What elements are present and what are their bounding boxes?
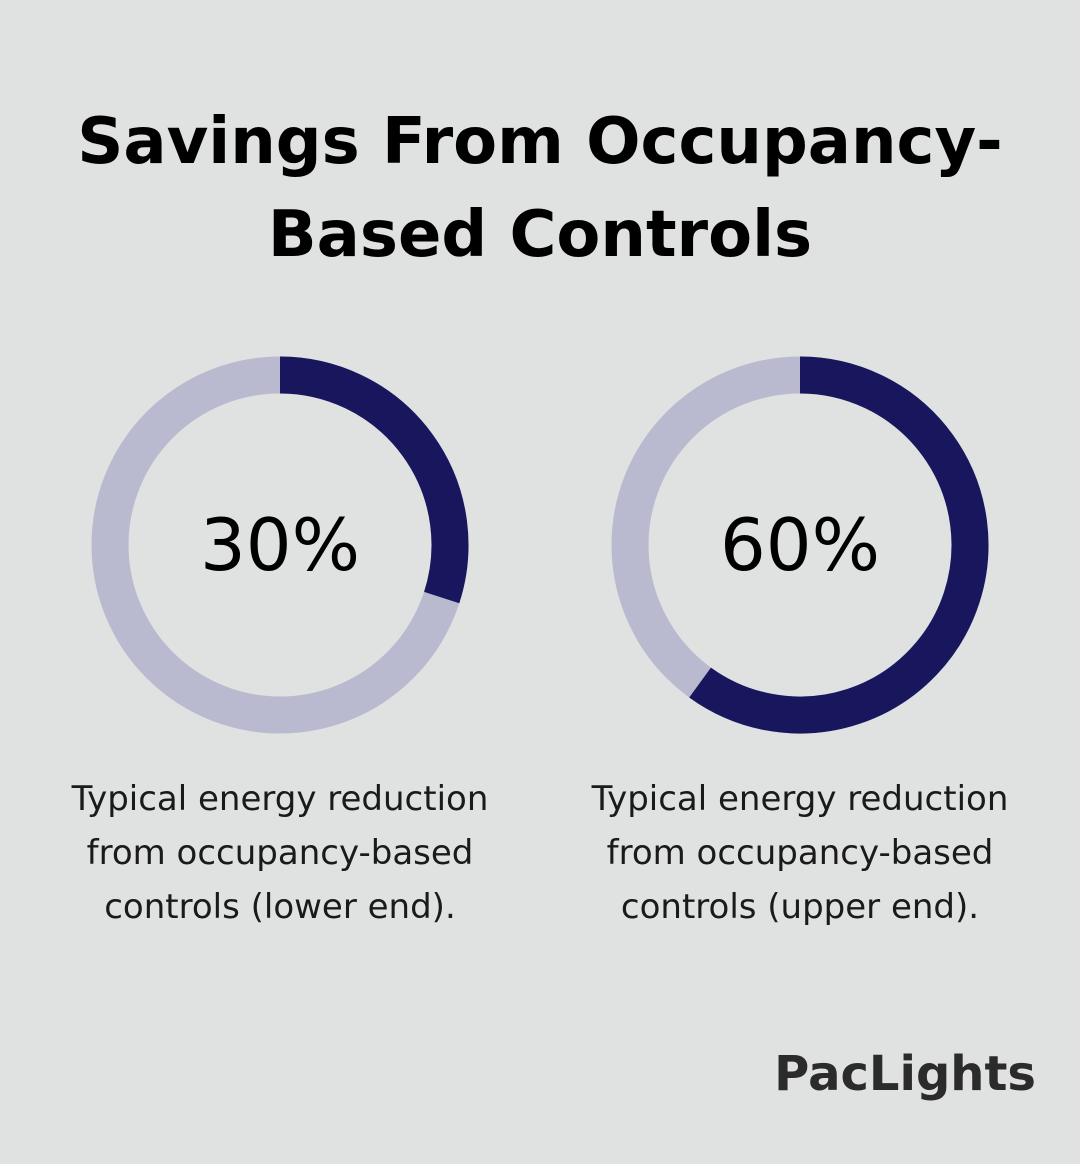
donut-svg-upper xyxy=(611,356,989,734)
caption-upper-line-1: Typical energy reduction xyxy=(591,779,1009,819)
donut-svg-lower xyxy=(91,356,469,734)
caption-upper: Typical energy reduction from occupancy-… xyxy=(570,772,1030,934)
donut-value-upper: 60% xyxy=(719,503,881,587)
donut-arc-lower xyxy=(279,356,469,604)
paclights-logo: PacLights xyxy=(774,1046,1036,1102)
donut-value-lower: 30% xyxy=(199,503,361,587)
donut-chart-lower: 30% xyxy=(91,356,469,734)
title-line-2: Based Controls xyxy=(267,198,813,272)
donut-arc-upper xyxy=(689,356,989,734)
caption-lower-line-1: Typical energy reduction xyxy=(71,779,489,819)
donut-chart-upper: 60% xyxy=(611,356,989,734)
caption-upper-line-3: controls (upper end). xyxy=(620,887,980,927)
caption-lower: Typical energy reduction from occupancy-… xyxy=(50,772,510,934)
caption-upper-line-2: from occupancy-based xyxy=(606,833,994,873)
caption-lower-line-3: controls (lower end). xyxy=(104,887,456,927)
page-title: Savings From Occupancy- Based Controls xyxy=(40,96,1040,282)
title-line-1: Savings From Occupancy- xyxy=(77,105,1003,179)
caption-lower-line-2: from occupancy-based xyxy=(86,833,474,873)
